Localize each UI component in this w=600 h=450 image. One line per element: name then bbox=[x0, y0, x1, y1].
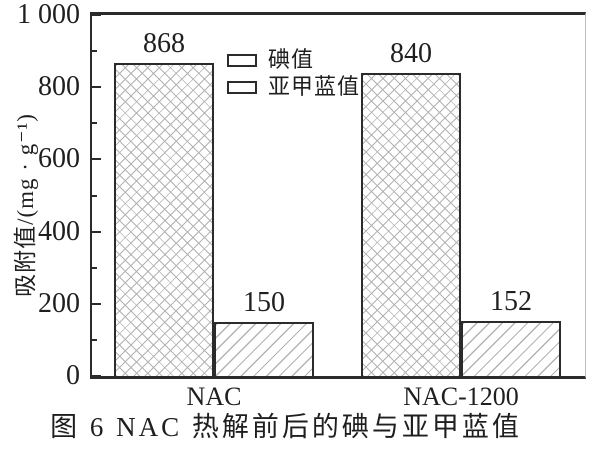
y-tick-major bbox=[92, 302, 101, 305]
bar-value-label: 150 bbox=[243, 287, 285, 318]
bar-nac-methylene-blue-value bbox=[214, 322, 314, 376]
bar-nac-1200-iodine-value bbox=[361, 73, 461, 376]
y-tick-label: 1 000 bbox=[17, 0, 80, 30]
bar-value-label: 868 bbox=[143, 28, 185, 59]
figure-caption: 图 6 NAC 热解前后的碘与亚甲蓝值 bbox=[50, 412, 522, 442]
x-category-label: NAC bbox=[186, 382, 242, 411]
legend-swatch-diagonal bbox=[227, 80, 257, 94]
legend-item: 碘值 bbox=[227, 47, 360, 72]
bar-value-label: 840 bbox=[390, 38, 432, 69]
y-tick-label: 600 bbox=[38, 143, 80, 175]
y-tick-minor bbox=[92, 338, 97, 341]
y-tick-major bbox=[92, 230, 101, 233]
y-tick-minor bbox=[92, 194, 97, 197]
plot-inner: 868 150 840 152 碘值 亚甲蓝值 bbox=[92, 14, 585, 377]
legend-label: 亚甲蓝值 bbox=[268, 74, 361, 100]
legend: 碘值 亚甲蓝值 bbox=[227, 47, 361, 102]
legend-swatch-crosshatch bbox=[227, 53, 257, 67]
y-tick-label: 400 bbox=[38, 215, 80, 247]
y-tick-minor bbox=[92, 50, 97, 53]
legend-label: 碘值 bbox=[268, 47, 315, 72]
bar-nac-1200-methylene-blue-value bbox=[461, 321, 561, 376]
y-axis-label: 吸附值/(mg · g⁻¹) bbox=[13, 113, 38, 297]
y-tick-label: 200 bbox=[38, 287, 80, 319]
y-tick-major bbox=[92, 375, 101, 377]
y-tick-major bbox=[92, 14, 101, 16]
legend-item: 亚甲蓝值 bbox=[227, 74, 361, 100]
y-tick-minor bbox=[92, 266, 97, 269]
y-tick-major bbox=[92, 158, 101, 161]
plot-area: 868 150 840 152 碘值 亚甲蓝值 bbox=[90, 12, 586, 379]
y-tick-label: 0 bbox=[66, 360, 80, 391]
x-category-label: NAC-1200 bbox=[403, 382, 519, 411]
bar-nac-iodine-value bbox=[114, 63, 214, 376]
y-tick-major bbox=[92, 86, 101, 89]
y-tick-minor bbox=[92, 122, 97, 125]
y-tick-label: 800 bbox=[38, 71, 80, 103]
bar-value-label: 152 bbox=[490, 286, 532, 317]
